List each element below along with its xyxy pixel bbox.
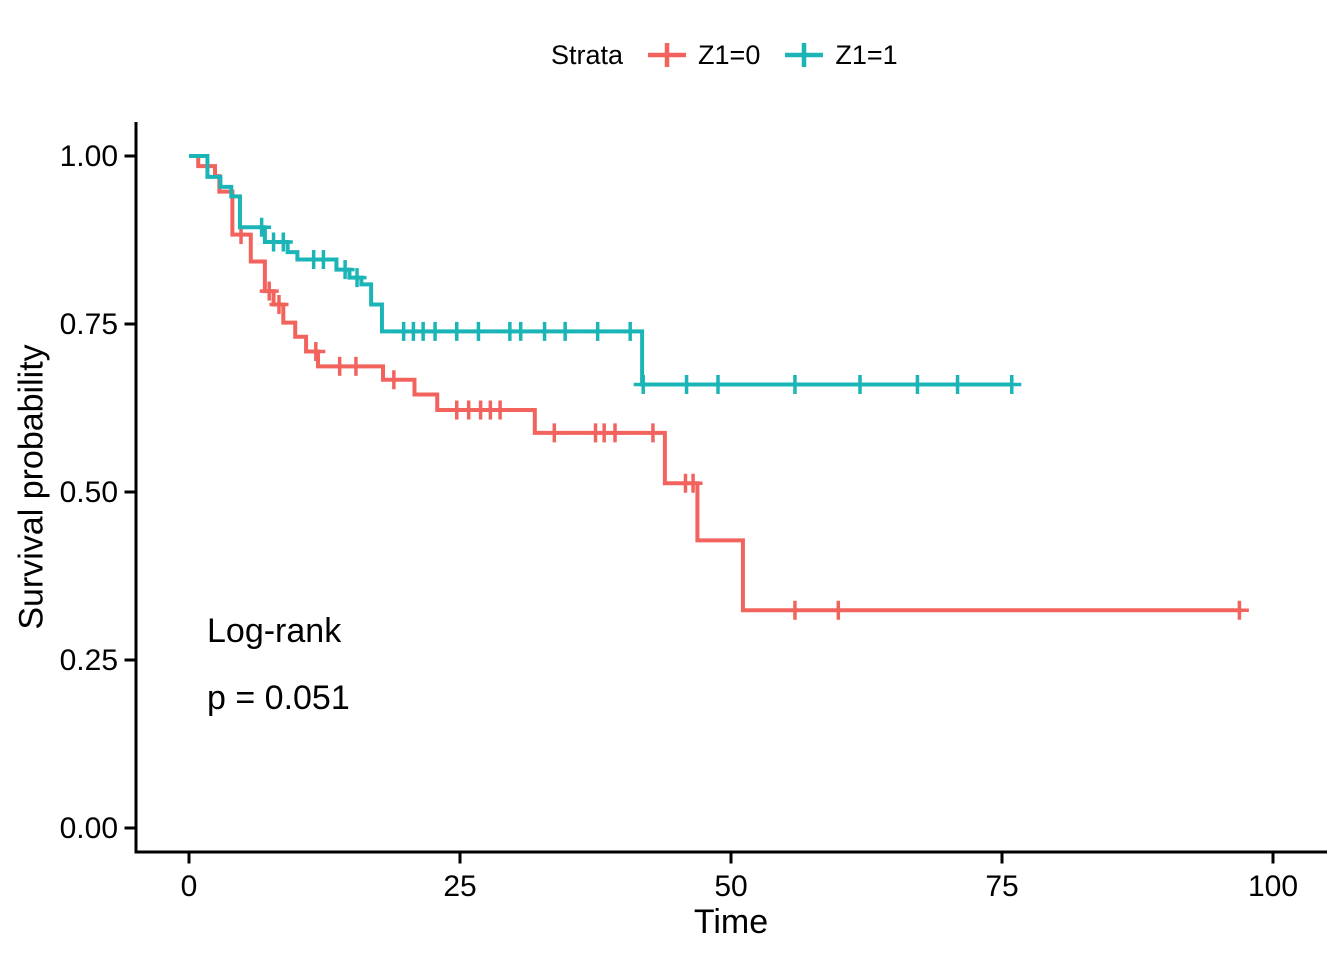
log-rank-label: Log-rank (207, 612, 342, 650)
survival-curve-z1=0 (189, 154, 1242, 613)
y-tick-label: 0.50 (60, 476, 118, 509)
y-tick-label: 1.00 (60, 140, 118, 173)
legend-key-line-cross-icon (648, 43, 687, 67)
legend-title: Strata (551, 39, 624, 70)
legend-item-z1-0: Z1=0 (647, 38, 760, 72)
x-tick-label: 75 (985, 870, 1018, 903)
legend-key-line-cross-icon (785, 43, 824, 67)
x-tick-label: 100 (1248, 870, 1298, 903)
legend-item-z1-1: Z1=1 (784, 38, 898, 72)
x-axis-title: Time (693, 903, 769, 941)
x-tick-label: 25 (443, 870, 476, 903)
x-tick-label: 50 (714, 870, 747, 903)
survival-curve-z1=1 (189, 154, 1013, 387)
legend-item-label: Z1=1 (835, 39, 898, 70)
y-axis-title: Survival probability (12, 344, 51, 630)
log-rank-annotation: Log-rank p = 0.051 (207, 598, 350, 732)
y-tick-label: 0.25 (60, 644, 118, 677)
p-value-label: p = 0.051 (207, 679, 350, 717)
legend-item-label: Z1=0 (698, 39, 761, 70)
legend: Strata Z1=0 Z1=1 (551, 36, 922, 74)
y-tick-label: 0.00 (60, 812, 118, 845)
y-tick-label: 0.75 (60, 308, 118, 341)
x-tick-label: 0 (181, 870, 198, 903)
